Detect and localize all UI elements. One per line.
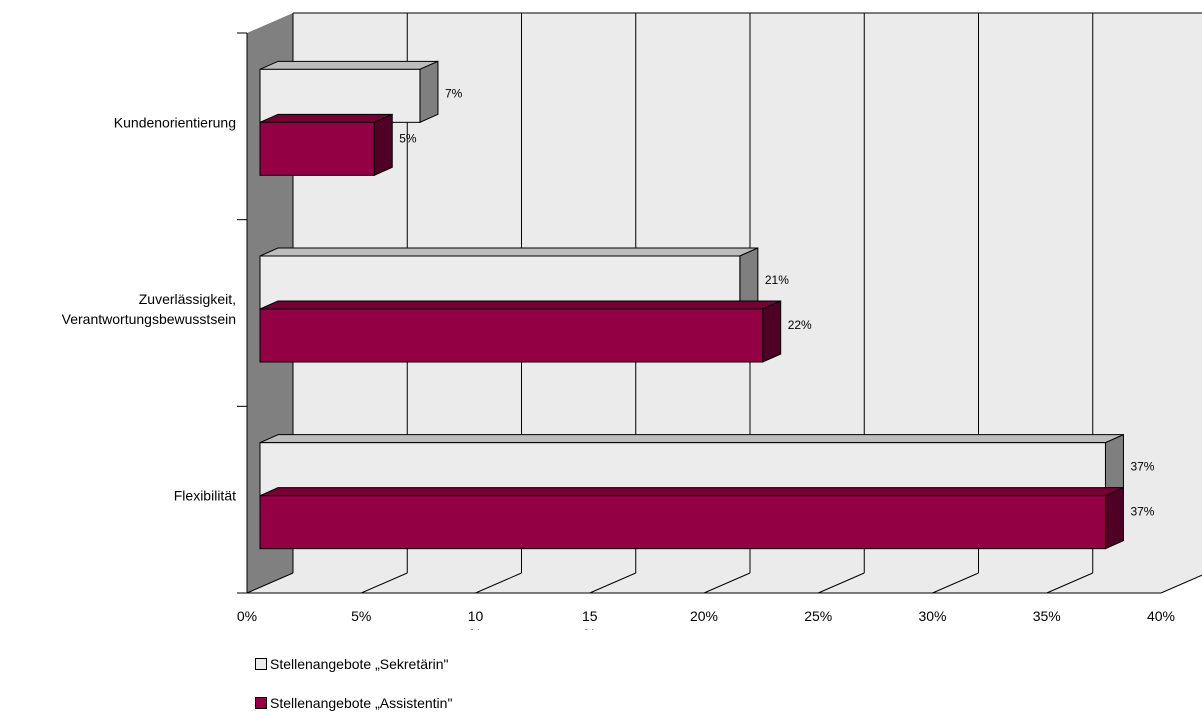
bar-side [1104,433,1124,497]
category-label: Kundenorientierung [114,114,236,130]
x-tick-label: 25% [804,608,832,624]
bar-top [259,300,781,310]
x-tick-label: 20% [690,608,718,624]
category-label: Zuverlässigkeit, [139,291,236,307]
gridline-floor [246,572,294,594]
x-tick-label: 40% [1147,608,1175,624]
floor [247,573,1202,593]
bar [259,68,421,123]
legend-label-sekretaerin: Stellenangebote „Sekretärin" [270,656,449,672]
gridline-floor [1160,574,1202,594]
data-label: 37% [1130,505,1154,519]
bar-top [259,60,439,70]
x-tick-label: % [469,626,481,630]
data-label: 22% [788,318,812,332]
gridline-floor [818,572,865,594]
legend-swatch-sekretaerin [255,658,267,670]
bar-side [1104,486,1124,550]
legend-item-sekretaerin: Stellenangebote „Sekretärin" [255,656,449,672]
bar [259,121,375,176]
gridline-floor [475,572,522,594]
data-label: 5% [399,131,417,145]
x-tick-label: % [584,626,596,630]
gridline-floor [361,572,408,594]
data-label: 37% [1130,460,1154,474]
bar-side [419,60,439,124]
bar-top [259,434,1124,444]
x-tick-label: 0% [237,608,257,624]
labels: Kundenorientierung Zuverlässigkeit, Verant… [62,86,1155,518]
gridline-floor [932,572,979,594]
legend-label-assistentin: Stellenangebote „Assistentin" [270,695,453,711]
bar [259,308,764,363]
bar [259,495,1106,550]
legend-item-assistentin: Stellenangebote „Assistentin" [255,695,452,711]
bar-side [739,247,759,310]
bar-top [259,113,393,123]
bar-top [259,487,1124,497]
bars [259,60,1124,550]
gridline-floor [703,572,751,594]
data-label: 7% [445,86,463,100]
data-label: 21% [765,273,789,287]
x-tick-label: 35% [1033,608,1061,624]
x-tick-label: 10 [468,608,484,624]
x-tick-label: 5% [351,608,371,624]
bar-top [259,247,759,257]
bar [259,255,741,310]
category-label: Verantwortungsbewusstsein [62,311,236,327]
axes: 0% 5% 10% 15% 20% 25% 30% 35% 40% [237,32,1175,630]
category-label: Flexibilität [174,488,236,504]
gridline-floor [1046,572,1093,594]
legend-swatch-assistentin [255,697,267,709]
gridline-floor [589,572,636,594]
x-tick-label: 30% [918,608,946,624]
bar [259,442,1106,497]
bar-side [762,300,782,363]
bar-side [373,113,393,177]
chart: 0% 5% 10% 15% 20% 25% 30% 35% 40% Kundenorientie… [62,12,1202,630]
x-tick-label: 15 [582,608,598,624]
